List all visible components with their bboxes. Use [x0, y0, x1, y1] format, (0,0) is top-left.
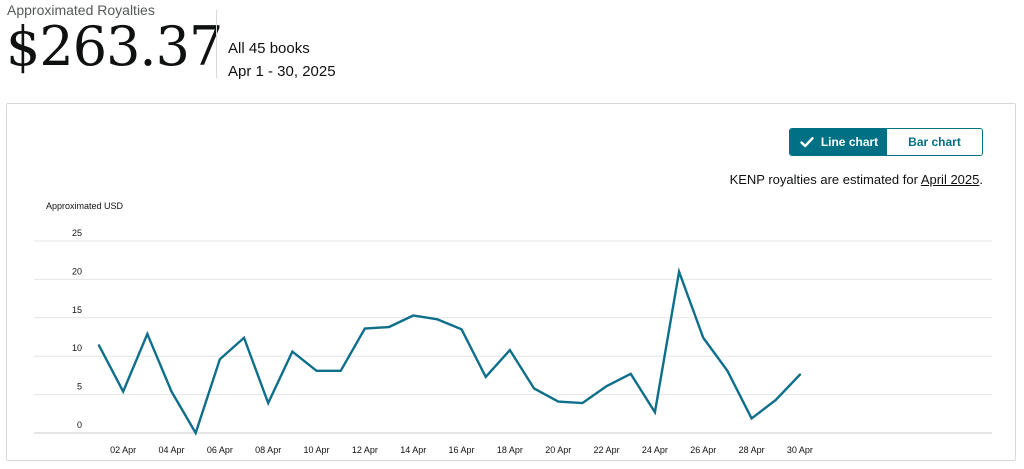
bar-chart-button[interactable]: Bar chart [887, 129, 982, 155]
royalties-header: Approximated Royalties $263.37 All 45 bo… [0, 0, 1024, 90]
chart-type-toggle: Line chart Bar chart [789, 128, 983, 156]
kenp-period-link[interactable]: April 2025 [920, 172, 980, 187]
chart-card: Line chart Bar chart KENP royalties are … [6, 103, 1016, 461]
bar-chart-label: Bar chart [908, 135, 961, 149]
x-tick-label: 30 Apr [787, 445, 813, 455]
y-tick-label: 15 [72, 305, 82, 315]
y-tick-label: 5 [77, 382, 82, 392]
line-chart-label: Line chart [820, 135, 879, 149]
x-tick-label: 24 Apr [642, 445, 668, 455]
header-divider [216, 10, 217, 78]
x-tick-label: 14 Apr [400, 445, 426, 455]
kenp-note: KENP royalties are estimated for April 2… [730, 172, 983, 187]
checkmark-icon [800, 137, 814, 148]
royalties-amount: $263.37 [6, 15, 223, 78]
line-chart-button[interactable]: Line chart [790, 129, 887, 155]
y-axis-label: Approximated USD [46, 201, 124, 211]
header-label: Approximated Royalties [7, 2, 155, 18]
x-tick-label: 16 Apr [449, 445, 475, 455]
x-tick-label: 22 Apr [594, 445, 620, 455]
date-range: Apr 1 - 30, 2025 [228, 63, 336, 80]
kenp-note-suffix: . [979, 172, 983, 187]
x-tick-label: 26 Apr [690, 445, 716, 455]
kenp-note-text: KENP royalties are estimated for [729, 172, 921, 187]
royalties-line-chart: 0 5 10 15 20 25 02 Apr 04 Apr 06 Apr 08 Apr 10 Apr… [34, 228, 992, 455]
x-tick-label: 06 Apr [207, 445, 233, 455]
royalties-series-line [97, 267, 802, 436]
y-tick-label: 0 [77, 420, 82, 430]
x-tick-label: 28 Apr [739, 445, 765, 455]
x-tick-label: 20 Apr [545, 445, 571, 455]
x-tick-label: 02 Apr [110, 445, 136, 455]
y-tick-label: 20 [72, 266, 82, 276]
y-tick-label: 10 [72, 343, 82, 353]
x-tick-label: 12 Apr [352, 445, 378, 455]
books-scope: All 45 books [228, 40, 310, 57]
x-tick-label: 10 Apr [304, 445, 330, 455]
x-tick-label: 18 Apr [497, 445, 523, 455]
x-tick-label: 08 Apr [255, 445, 281, 455]
x-tick-label: 04 Apr [158, 445, 184, 455]
y-tick-label: 25 [72, 228, 82, 238]
